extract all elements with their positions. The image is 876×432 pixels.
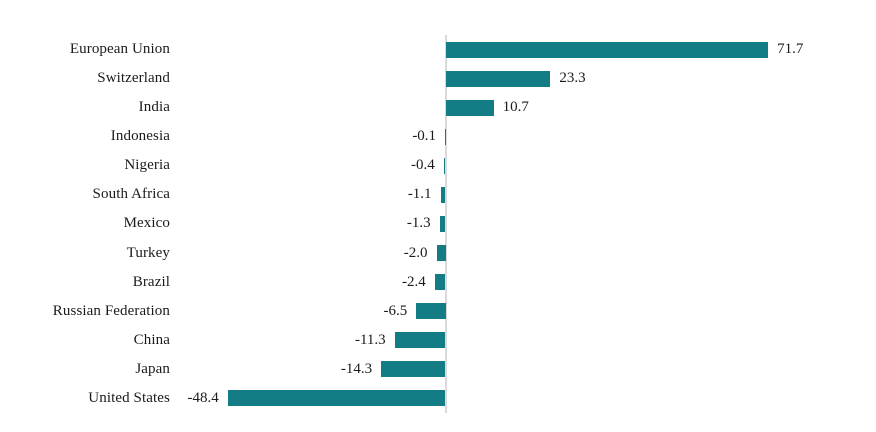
bar xyxy=(434,274,446,291)
value-label: -2.0 xyxy=(403,244,428,261)
bar xyxy=(445,70,551,87)
category-label: Indonesia xyxy=(110,128,170,145)
category-label: Nigeria xyxy=(124,157,170,174)
bar xyxy=(436,245,446,262)
value-label: 71.7 xyxy=(777,41,804,58)
bar xyxy=(443,157,446,174)
value-label: -0.1 xyxy=(412,128,437,145)
bar xyxy=(445,41,769,58)
category-label: Brazil xyxy=(132,273,170,290)
bar xyxy=(439,216,446,232)
category-label: India xyxy=(138,99,170,116)
bar xyxy=(445,99,494,116)
bar xyxy=(416,303,446,320)
value-label: -48.4 xyxy=(187,389,219,406)
category-label: Switzerland xyxy=(97,70,170,87)
category-label: United States xyxy=(88,389,170,406)
bar xyxy=(394,332,446,349)
category-label: China xyxy=(133,331,170,348)
value-label: 23.3 xyxy=(559,70,586,87)
value-label: -14.3 xyxy=(340,360,373,377)
category-label: South Africa xyxy=(92,186,170,203)
value-label: 10.7 xyxy=(502,99,529,116)
bar xyxy=(227,390,446,407)
value-label: -6.5 xyxy=(383,302,408,319)
category-label: Mexico xyxy=(123,215,170,232)
value-label: -2.4 xyxy=(401,273,426,290)
value-label: -11.3 xyxy=(354,331,386,348)
bar xyxy=(440,186,446,203)
value-label: -1.1 xyxy=(407,186,432,203)
value-label: -0.4 xyxy=(410,157,435,174)
category-label: European Union xyxy=(69,41,170,58)
category-label: Russian Federation xyxy=(52,302,170,319)
zero-axis-line xyxy=(444,35,447,413)
category-label: Japan xyxy=(135,360,170,377)
value-label: -1.3 xyxy=(406,215,431,232)
bar xyxy=(381,361,446,378)
category-label: Turkey xyxy=(126,244,170,261)
